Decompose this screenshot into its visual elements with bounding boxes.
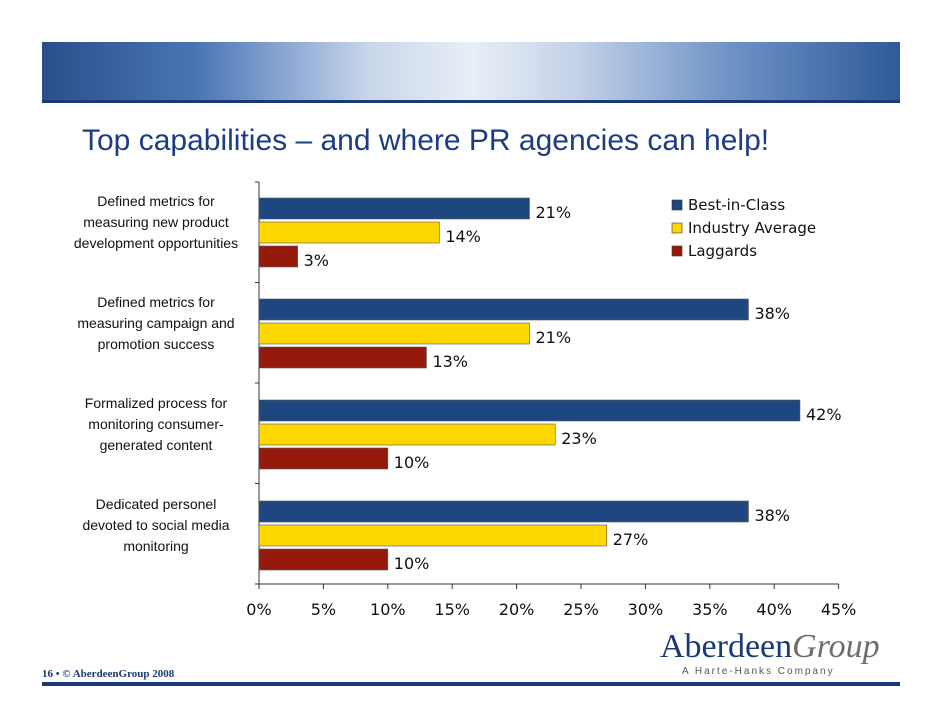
footer-copyright: 16 • © AberdeenGroup 2008	[42, 668, 175, 680]
bar	[258, 346, 427, 369]
header-banner-image	[42, 42, 900, 100]
logo-wordmark: Aberdeen	[660, 628, 793, 665]
aberdeen-group-logo: AberdeenGroup A Harte-Hanks Company	[660, 628, 880, 677]
category-label: monitoring consumer-	[88, 416, 224, 432]
x-tick-label: 40%	[756, 600, 792, 619]
bar-value-label: 42%	[806, 405, 842, 424]
category-label: monitoring	[123, 538, 188, 554]
x-tick-label: 25%	[563, 600, 599, 619]
bar-value-label: 3%	[304, 251, 329, 270]
category-label: Dedicated personel	[96, 496, 217, 512]
slide-title: Top capabilities – and where PR agencies…	[82, 124, 770, 157]
x-tick-label: 5%	[311, 600, 336, 619]
category-label: development opportunities	[74, 235, 238, 251]
bar-value-label: 38%	[754, 506, 790, 525]
x-tick-label: 30%	[628, 600, 664, 619]
bar-value-label: 10%	[394, 554, 430, 573]
bar-value-label: 10%	[394, 453, 430, 472]
bar	[258, 423, 556, 446]
bar	[258, 399, 801, 422]
footer-divider	[42, 682, 900, 686]
bar-value-label: 21%	[535, 328, 571, 347]
category-label: promotion success	[98, 336, 215, 352]
bar	[258, 524, 608, 547]
bar	[258, 245, 298, 268]
bar	[258, 221, 440, 244]
category-label: measuring campaign and	[77, 315, 234, 331]
x-tick-label: 10%	[370, 600, 406, 619]
legend-label: Laggards	[688, 242, 757, 260]
legend-swatch	[671, 245, 683, 257]
bar	[258, 298, 749, 321]
x-tick-label: 35%	[692, 600, 728, 619]
bar	[258, 447, 389, 470]
bar	[258, 197, 530, 220]
legend-swatch	[671, 199, 683, 211]
x-tick-label: 0%	[246, 600, 271, 619]
bar	[258, 548, 389, 571]
bar-value-label: 27%	[613, 530, 649, 549]
bar	[258, 500, 749, 523]
x-tick-label: 20%	[499, 600, 535, 619]
bar-value-label: 14%	[445, 227, 481, 246]
x-tick-label: 15%	[434, 600, 470, 619]
bar-value-label: 13%	[432, 352, 468, 371]
logo-wordmark-group: Group	[792, 628, 880, 665]
bar-value-label: 23%	[561, 429, 597, 448]
category-label: generated content	[100, 437, 213, 453]
bar-value-label: 38%	[754, 304, 790, 323]
legend-label: Industry Average	[688, 219, 816, 237]
legend-label: Best-in-Class	[688, 196, 785, 214]
header-divider	[42, 100, 900, 103]
category-label: Formalized process for	[85, 395, 228, 411]
category-label: devoted to social media	[82, 517, 229, 533]
x-tick-label: 45%	[821, 600, 857, 619]
category-label: measuring new product	[83, 214, 229, 230]
category-label: Defined metrics for	[97, 294, 215, 310]
category-label: Defined metrics for	[97, 193, 215, 209]
logo-subtitle: A Harte-Hanks Company	[682, 666, 835, 677]
bar-value-label: 21%	[535, 203, 571, 222]
bar	[258, 322, 530, 345]
legend-swatch	[671, 222, 683, 234]
